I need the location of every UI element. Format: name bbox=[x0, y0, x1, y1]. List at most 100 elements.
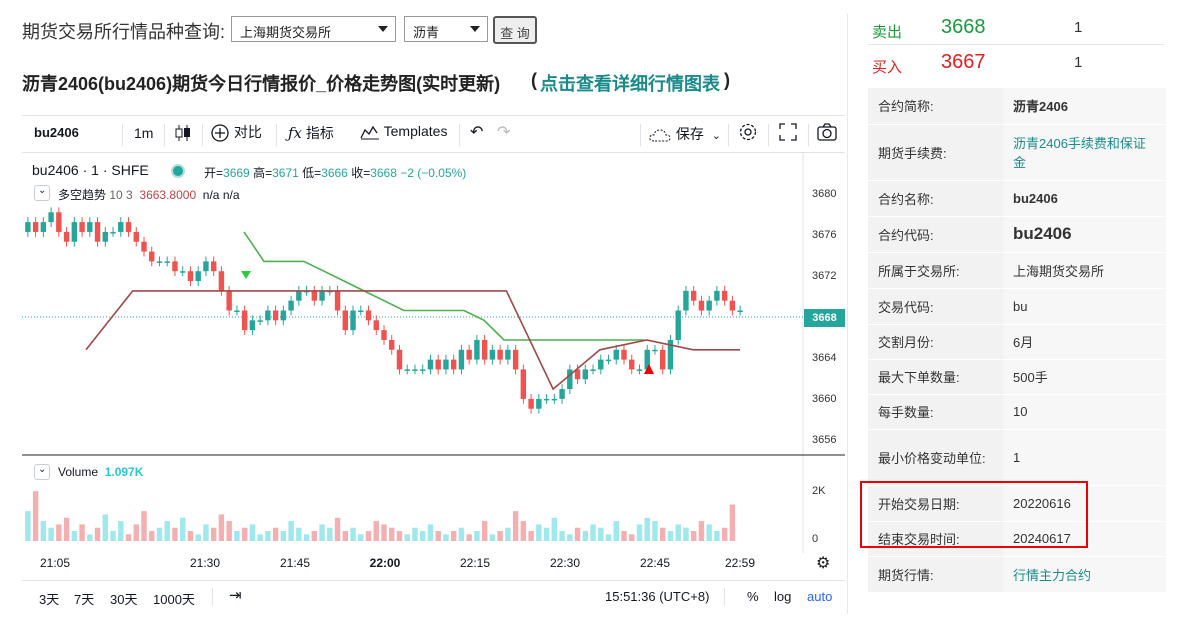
query-button[interactable]: 查 询 bbox=[493, 16, 537, 44]
volume-bar bbox=[350, 527, 356, 541]
compare-button[interactable]: 对比 bbox=[210, 122, 262, 143]
info-key: 每手数量: bbox=[868, 394, 1003, 430]
candle bbox=[342, 310, 348, 331]
volume-bar bbox=[644, 517, 650, 541]
volume-bar bbox=[79, 524, 85, 541]
exchange-select[interactable]: 上海期货交易所 bbox=[231, 16, 396, 42]
candle bbox=[164, 261, 170, 263]
clock[interactable]: 15:51:36 (UTC+8) bbox=[605, 589, 710, 604]
candle bbox=[528, 398, 534, 409]
high-value: 3671 bbox=[272, 166, 299, 180]
candle bbox=[667, 339, 674, 370]
info-key: 所属于交易所: bbox=[868, 252, 1003, 289]
info-value: 20220616 bbox=[1003, 485, 1166, 522]
volume-bar bbox=[381, 524, 387, 541]
volume-collapse-button[interactable]: ⌄ bbox=[34, 464, 50, 480]
candle bbox=[296, 290, 302, 301]
volume-bar bbox=[358, 534, 364, 541]
candle-type-icon[interactable] bbox=[174, 123, 192, 146]
goto-date-icon[interactable]: ⇥ bbox=[229, 587, 242, 604]
candle bbox=[125, 222, 132, 232]
time-tick: 21:05 bbox=[39, 556, 71, 570]
range-30d-button[interactable]: 30天 bbox=[110, 592, 138, 607]
log-toggle[interactable]: log bbox=[774, 589, 792, 604]
info-key: 合约名称: bbox=[868, 180, 1003, 217]
candle bbox=[466, 349, 472, 360]
divider bbox=[768, 124, 769, 146]
candle bbox=[590, 369, 596, 371]
candle bbox=[551, 398, 558, 401]
info-value: 20240617 bbox=[1003, 521, 1166, 557]
symbol-search-button[interactable]: bu2406 bbox=[34, 125, 79, 140]
volume-bar bbox=[319, 524, 325, 541]
auto-toggle[interactable]: auto bbox=[807, 589, 833, 604]
candle bbox=[218, 271, 225, 291]
candle bbox=[636, 369, 643, 371]
change-value: −2 (−0.05%) bbox=[400, 166, 467, 180]
candle bbox=[288, 300, 294, 311]
range-3d-button[interactable]: 3天 bbox=[39, 592, 60, 607]
volume-bar bbox=[110, 531, 116, 541]
volume-bar bbox=[203, 524, 209, 541]
candle bbox=[660, 349, 666, 370]
product-select[interactable]: 沥青 bbox=[404, 16, 488, 42]
candle bbox=[721, 290, 728, 301]
buy-label: 买入 bbox=[872, 59, 903, 76]
undo-icon[interactable]: ↶ bbox=[470, 124, 484, 141]
templates-button[interactable]: Templates bbox=[360, 123, 447, 140]
candle bbox=[644, 349, 650, 370]
candle bbox=[133, 231, 139, 242]
info-row: 结束交易时间: 20240617 bbox=[868, 521, 1166, 557]
volume-bar bbox=[481, 521, 488, 541]
volume-bar bbox=[450, 531, 457, 541]
indicators-button[interactable]: ƒx 指标 bbox=[288, 123, 334, 143]
candle bbox=[249, 320, 256, 331]
indicator-collapse-button[interactable]: ⌄ bbox=[34, 185, 50, 201]
fullscreen-icon[interactable] bbox=[778, 122, 798, 145]
candle bbox=[102, 231, 108, 242]
range-1000d-button[interactable]: 1000天 bbox=[153, 592, 195, 607]
sell-signal-marker bbox=[644, 364, 654, 374]
volume-bar bbox=[721, 527, 728, 541]
volume-bar bbox=[714, 531, 720, 541]
buy-volume: 1 bbox=[1074, 54, 1083, 71]
volume-value: 1.097K bbox=[104, 465, 144, 479]
interval-button[interactable]: 1m bbox=[134, 125, 154, 141]
save-button[interactable]: 保存 ⌄ bbox=[648, 124, 721, 144]
settings-gear-icon[interactable] bbox=[738, 122, 758, 145]
price-chart[interactable] bbox=[22, 153, 845, 553]
candle bbox=[311, 290, 318, 301]
volume-bar bbox=[180, 517, 186, 541]
percent-toggle[interactable]: % bbox=[747, 589, 759, 604]
sell-price: 3668 bbox=[941, 16, 986, 38]
candle bbox=[110, 231, 116, 234]
info-row: 合约名称: bu2406 bbox=[868, 180, 1166, 217]
info-row: 合约代码: bu2406 bbox=[868, 216, 1166, 253]
info-value[interactable]: 沥青2406手续费和保证金 bbox=[1003, 124, 1166, 181]
candle bbox=[420, 369, 426, 371]
candle bbox=[706, 300, 712, 311]
camera-icon[interactable] bbox=[816, 122, 838, 145]
candle bbox=[241, 310, 248, 331]
volume-bar bbox=[40, 521, 47, 541]
redo-icon[interactable]: ↷ bbox=[497, 124, 511, 141]
divider bbox=[164, 124, 165, 146]
candle bbox=[257, 320, 263, 322]
info-value: 10 bbox=[1003, 394, 1166, 430]
candle bbox=[613, 349, 619, 360]
chart-bottom-bar: 3天 7天 30天 1000天 ⇥ 15:51:36 (UTC+8) % log… bbox=[22, 580, 845, 613]
detail-chart-link[interactable]: 点击查看详细行情图表 bbox=[540, 74, 720, 94]
info-value[interactable]: 行情主力合约 bbox=[1003, 556, 1166, 593]
volume-bar bbox=[466, 534, 472, 541]
chart-settings-gear-icon[interactable]: ⚙ bbox=[816, 555, 831, 572]
candle bbox=[365, 310, 372, 321]
volume-bar bbox=[249, 524, 256, 541]
sell-quote-row: 卖出 3668 1 bbox=[868, 14, 1164, 45]
info-row: 期货行情: 行情主力合约 bbox=[868, 556, 1166, 593]
time-tick: 22:00 bbox=[369, 556, 401, 570]
info-row: 交易代码: bu bbox=[868, 288, 1166, 325]
range-7d-button[interactable]: 7天 bbox=[74, 592, 95, 607]
candle bbox=[690, 290, 697, 301]
indicator-name: 多空趋势 bbox=[58, 188, 107, 202]
candle bbox=[63, 231, 70, 242]
